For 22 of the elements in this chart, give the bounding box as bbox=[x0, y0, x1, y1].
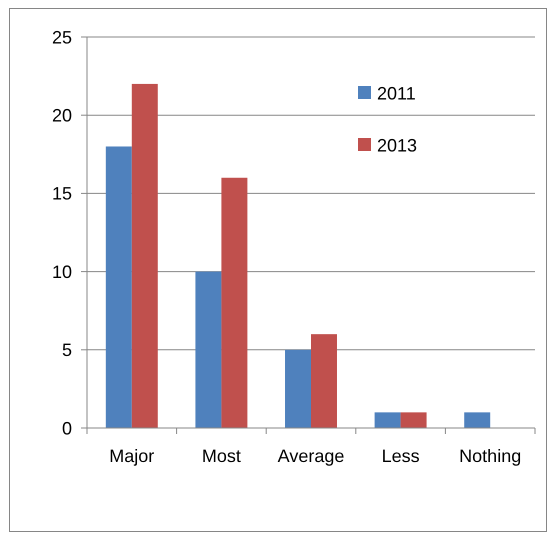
y-tick-label: 25 bbox=[52, 27, 72, 48]
x-tick-label: Less bbox=[382, 446, 420, 466]
y-tick-label: 15 bbox=[52, 184, 72, 204]
y-tick-label: 10 bbox=[52, 262, 72, 282]
x-tick-label: Average bbox=[278, 446, 344, 466]
bar bbox=[132, 84, 158, 428]
legend-label: 2013 bbox=[377, 135, 418, 156]
bar bbox=[106, 146, 132, 428]
bar bbox=[195, 272, 222, 428]
bar bbox=[285, 350, 311, 428]
y-tick-label: 0 bbox=[62, 418, 72, 438]
y-tick-label: 5 bbox=[62, 340, 72, 360]
legend-label: 2011 bbox=[377, 83, 416, 104]
bar bbox=[221, 178, 248, 428]
bar bbox=[464, 412, 490, 428]
bar bbox=[374, 412, 401, 428]
x-tick-label: Major bbox=[109, 446, 154, 466]
x-tick-label: Nothing bbox=[459, 446, 522, 466]
bar bbox=[400, 412, 427, 428]
bar bbox=[311, 334, 337, 428]
y-tick-label: 20 bbox=[52, 106, 72, 126]
x-tick-label: Most bbox=[202, 446, 241, 466]
